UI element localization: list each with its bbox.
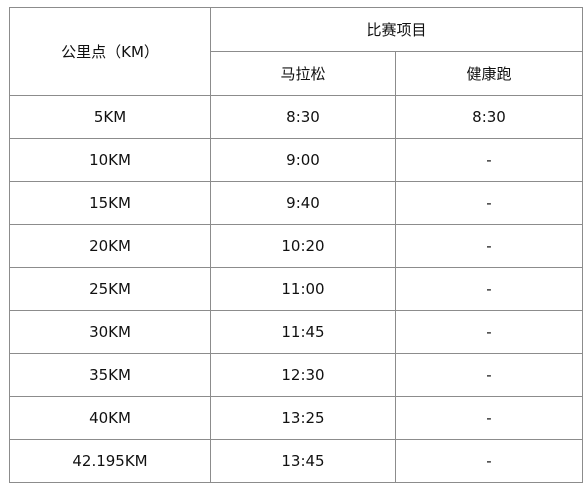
health-run-time-cell: - [394, 439, 584, 483]
health-run-time-cell: - [394, 353, 584, 397]
km-cell: 30KM [9, 310, 211, 354]
marathon-time-cell: 11:45 [210, 310, 396, 354]
header-row: 公里点（KM） 比赛项目 [9, 7, 584, 96]
marathon-time-cell: 8:30 [210, 95, 396, 139]
health-run-time-cell: - [394, 138, 584, 182]
marathon-header: 马拉松 [210, 51, 396, 96]
table-row: 35KM 12:30 - [9, 353, 584, 397]
marathon-time-cell: 13:45 [210, 439, 396, 483]
km-cell: 40KM [9, 396, 211, 440]
table-row: 30KM 11:45 - [9, 310, 584, 354]
marathon-time-cell: 9:40 [210, 181, 396, 225]
km-cell: 10KM [9, 138, 211, 182]
table-body: 公里点（KM） 比赛项目 马拉松 健康跑 5KM 8:30 8:30 10KM … [9, 7, 584, 483]
table-row: 25KM 11:00 - [9, 267, 584, 311]
table-row: 40KM 13:25 - [9, 396, 584, 440]
km-cell: 15KM [9, 181, 211, 225]
event-group-header: 比赛项目 [209, 7, 584, 52]
km-cell: 5KM [9, 95, 211, 139]
health-run-header: 健康跑 [394, 51, 584, 96]
health-run-time-cell: - [394, 267, 584, 311]
table-row: 10KM 9:00 - [9, 138, 584, 182]
table-row: 20KM 10:20 - [9, 224, 584, 268]
subheader-row: 马拉松 健康跑 [10, 51, 584, 96]
table-row: 15KM 9:40 - [9, 181, 584, 225]
marathon-time-cell: 11:00 [210, 267, 396, 311]
marathon-time-cell: 12:30 [210, 353, 396, 397]
km-cell: 35KM [9, 353, 211, 397]
cutoff-time-table: 公里点（KM） 比赛项目 马拉松 健康跑 5KM 8:30 8:30 10KM … [9, 7, 584, 483]
health-run-time-cell: - [394, 181, 584, 225]
marathon-time-cell: 13:25 [210, 396, 396, 440]
health-run-time-cell: - [394, 224, 584, 268]
health-run-time-cell: 8:30 [394, 95, 584, 139]
table-row: 42.195KM 13:45 - [9, 439, 584, 483]
km-cell: 25KM [9, 267, 211, 311]
km-point-header: 公里点（KM） [9, 7, 211, 96]
marathon-time-cell: 10:20 [210, 224, 396, 268]
health-run-time-cell: - [394, 396, 584, 440]
km-cell: 20KM [9, 224, 211, 268]
table-row: 5KM 8:30 8:30 [9, 95, 584, 139]
km-cell: 42.195KM [9, 439, 211, 483]
health-run-time-cell: - [394, 310, 584, 354]
marathon-time-cell: 9:00 [210, 138, 396, 182]
